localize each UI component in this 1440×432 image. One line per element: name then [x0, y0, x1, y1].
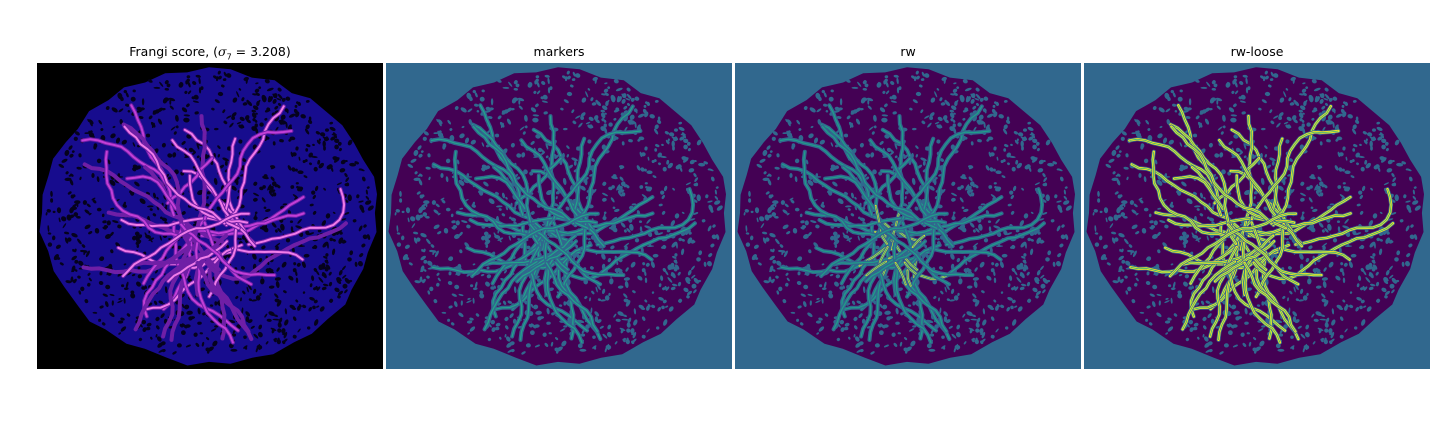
vessels — [1127, 103, 1395, 345]
vessels — [80, 103, 348, 345]
panel-title-rw: rw — [900, 44, 916, 59]
panel-title-rw-loose: rw-loose — [1230, 44, 1284, 59]
markers-image — [386, 63, 732, 369]
rw-loose-image — [1084, 63, 1430, 369]
rw-image — [735, 63, 1081, 369]
frangi-score-image — [37, 63, 383, 369]
panel-title-markers: markers — [533, 44, 585, 59]
panel-title-frangi: Frangi score, (σ7 = 3.208) — [129, 44, 291, 62]
vessels — [778, 103, 1046, 345]
vessels — [429, 103, 697, 345]
